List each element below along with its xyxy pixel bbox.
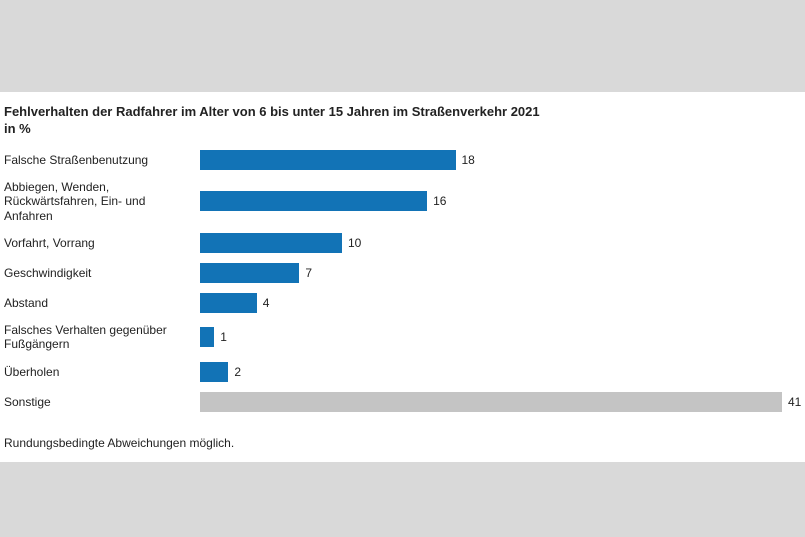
bar-label: Vorfahrt, Vorrang	[0, 236, 200, 250]
bar-row: Falsches Verhalten gegenüber Fußgängern 1	[0, 323, 805, 352]
bar-label: Geschwindigkeit	[0, 266, 200, 280]
bar-value: 1	[220, 330, 227, 344]
chart-panel: Fehlverhalten der Radfahrer im Alter von…	[0, 92, 805, 462]
bar-track: 4	[200, 293, 805, 313]
bar-fill	[200, 327, 214, 347]
bar-row: Abbiegen, Wenden, Rückwärtsfahren, Ein- …	[0, 180, 805, 223]
bar-track: 10	[200, 233, 805, 253]
bar-fill	[200, 362, 228, 382]
bar-row: Sonstige 41	[0, 392, 805, 412]
bar-row: Geschwindigkeit 7	[0, 263, 805, 283]
bar-label: Falsches Verhalten gegenüber Fußgängern	[0, 323, 200, 352]
bar-value: 16	[433, 194, 446, 208]
bar-row: Überholen 2	[0, 362, 805, 382]
bar-value: 7	[305, 266, 312, 280]
bar-label: Falsche Straßenbenutzung	[0, 153, 200, 167]
chart-footnote: Rundungsbedingte Abweichungen möglich.	[0, 422, 805, 450]
bar-fill	[200, 150, 456, 170]
bar-fill	[200, 233, 342, 253]
bar-value: 41	[788, 395, 801, 409]
bar-value: 4	[263, 296, 270, 310]
bar-track: 7	[200, 263, 805, 283]
chart-bars: Falsche Straßenbenutzung 18 Abbiegen, Wend…	[0, 150, 805, 412]
bar-label: Abbiegen, Wenden, Rückwärtsfahren, Ein- …	[0, 180, 200, 223]
bar-fill	[200, 191, 427, 211]
bar-value: 2	[234, 365, 241, 379]
bar-label: Sonstige	[0, 395, 200, 409]
bar-label: Abstand	[0, 296, 200, 310]
bar-label: Überholen	[0, 365, 200, 379]
bar-row: Vorfahrt, Vorrang 10	[0, 233, 805, 253]
bar-track: 41	[200, 392, 805, 412]
chart-title: Fehlverhalten der Radfahrer im Alter von…	[0, 104, 805, 121]
bar-fill	[200, 392, 782, 412]
bar-track: 2	[200, 362, 805, 382]
bar-value: 10	[348, 236, 361, 250]
bar-row: Falsche Straßenbenutzung 18	[0, 150, 805, 170]
bar-row: Abstand 4	[0, 293, 805, 313]
bar-value: 18	[462, 153, 475, 167]
bar-fill	[200, 263, 299, 283]
bar-fill	[200, 293, 257, 313]
chart-subtitle: in %	[0, 121, 805, 136]
bar-track: 16	[200, 191, 805, 211]
bar-track: 18	[200, 150, 805, 170]
bar-track: 1	[200, 327, 805, 347]
